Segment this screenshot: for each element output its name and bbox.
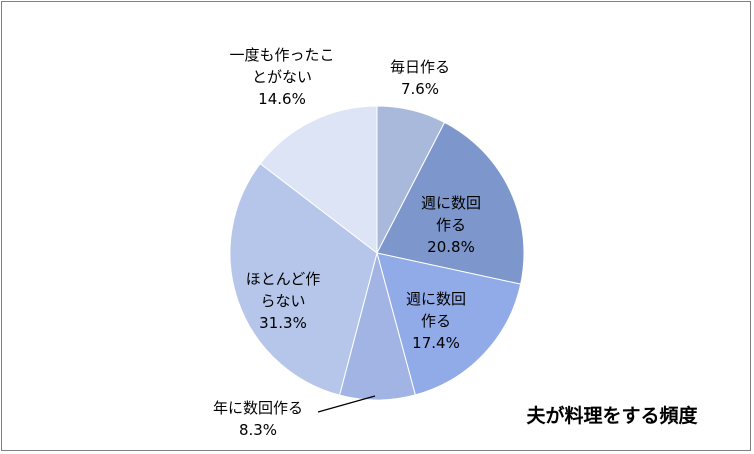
slice-percent-1: 20.8% bbox=[427, 238, 475, 256]
slice-percent-5: 14.6% bbox=[258, 90, 306, 108]
slice-label-5: 一度も作ったことがない 14.6% bbox=[229, 46, 334, 108]
pie-slice-5 bbox=[259, 105, 378, 255]
slice-name-3: 年に数回作る bbox=[213, 399, 303, 417]
pie-slice-1 bbox=[376, 121, 525, 285]
pie-slice-4 bbox=[229, 162, 378, 396]
slice-percent-4: 31.3% bbox=[259, 314, 307, 332]
slice-name-2: 週に数回 bbox=[406, 290, 466, 308]
leader-line-year bbox=[317, 395, 376, 413]
slice-label-2: 週に数回作る 17.4% bbox=[406, 290, 466, 352]
slice-percent-0: 7.6% bbox=[401, 80, 439, 98]
pie-slice-2 bbox=[376, 252, 522, 396]
slice-label-4: ほとんど作らない 31.3% bbox=[246, 270, 321, 332]
slice-name-5: 一度も作ったこ bbox=[229, 46, 334, 64]
slice-label-0: 毎日作る 7.6% bbox=[390, 58, 450, 98]
slice-percent-2: 17.4% bbox=[412, 334, 460, 352]
slice-label-3: 年に数回作る 8.3% bbox=[213, 399, 303, 439]
pie-slices bbox=[229, 105, 525, 401]
slice-name-4: らない bbox=[260, 292, 305, 310]
slice-name-2: 作る bbox=[421, 312, 451, 330]
slice-percent-3: 8.3% bbox=[239, 421, 277, 439]
slice-name-0: 毎日作る bbox=[390, 58, 450, 76]
slice-label-1: 週に数回作る 20.8% bbox=[421, 194, 481, 256]
slice-name-4: ほとんど作 bbox=[246, 270, 321, 288]
slice-name-1: 作る bbox=[436, 216, 466, 234]
slice-name-1: 週に数回 bbox=[421, 194, 481, 212]
slice-labels: 毎日作る 7.6%週に数回作る 20.8%週に数回作る 17.4%年に数回作る 8.3%… bbox=[213, 46, 481, 439]
slice-name-5: とがない bbox=[252, 68, 312, 86]
chart-title: 夫が料理をする頻度 bbox=[526, 404, 698, 427]
